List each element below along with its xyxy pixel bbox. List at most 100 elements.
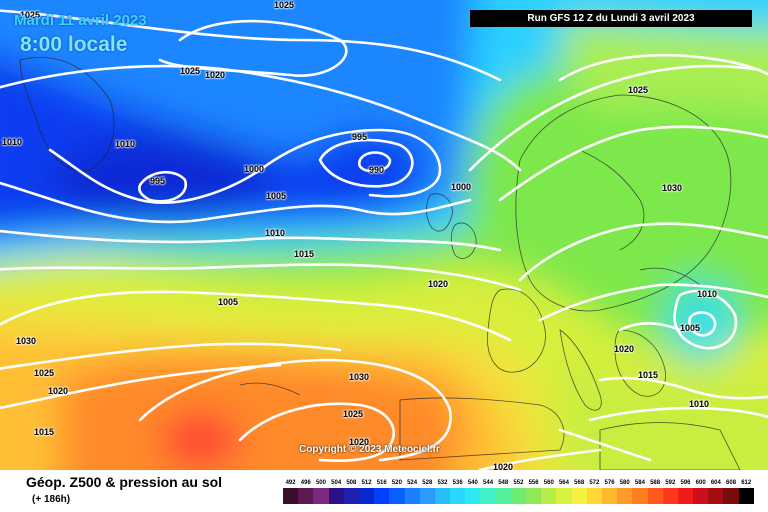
isobar-label: 1015 [638, 370, 659, 380]
scale-label: 612 [741, 480, 752, 486]
scale-step: 556 [526, 479, 542, 504]
isobar-label: 1030 [662, 183, 683, 193]
map-canvas [0, 0, 768, 470]
scale-label: 540 [467, 480, 478, 486]
isobar-label: 1025 [274, 0, 295, 10]
scale-swatch [738, 488, 754, 504]
isobar-label: 995 [352, 132, 368, 142]
isobar-label: 1010 [697, 289, 718, 299]
isobar-label: 1020 [428, 279, 449, 289]
isobar-label: 1015 [294, 249, 315, 259]
scale-step: 544 [480, 479, 496, 504]
scale-swatch [723, 488, 739, 504]
isobar-label: 1025 [34, 368, 55, 378]
scale-swatch [313, 488, 329, 504]
scale-step: 592 [662, 479, 678, 504]
scale-swatch [495, 488, 511, 504]
scale-swatch [647, 488, 663, 504]
scale-label: 524 [407, 480, 418, 486]
scale-label: 552 [513, 480, 524, 486]
isobar-label: 1005 [680, 323, 701, 333]
isobar-label: 1025 [20, 10, 41, 20]
isobars [0, 9, 768, 470]
scale-step: 608 [723, 479, 739, 504]
scale-step: 536 [450, 479, 466, 504]
isobar-label: 1010 [689, 399, 710, 409]
isobar-label: 1025 [343, 409, 364, 419]
scale-step: 560 [541, 479, 557, 504]
scale-step: 540 [465, 479, 481, 504]
scale-label: 588 [650, 480, 661, 486]
weather-map: 1025 1025 1025 1020 1010 1010 995 995 990 1000 100… [0, 0, 768, 470]
scale-swatch [374, 488, 390, 504]
scale-swatch [343, 488, 359, 504]
isobar-label: 1020 [205, 70, 226, 80]
isobar-label: 1010 [2, 137, 23, 147]
run-info: Run GFS 12 Z du Lundi 3 avril 2023 [470, 10, 752, 27]
scale-swatch [465, 488, 481, 504]
isobar-label: 1025 [628, 85, 649, 95]
scale-step: 576 [601, 479, 618, 504]
legend-title: Géop. Z500 & pression au sol [26, 474, 223, 490]
scale-swatch [677, 488, 694, 504]
color-scale: 492 496 500 504 508 512 516 520 524 528 532 536 540 5… [283, 479, 754, 504]
isobar-label: 1020 [493, 462, 514, 470]
scale-label: 576 [604, 480, 615, 486]
scale-step: 580 [617, 479, 633, 504]
isobar-label: 995 [150, 176, 166, 186]
scale-swatch [480, 488, 496, 504]
scale-step: 504 [328, 479, 344, 504]
isobar-label: 1020 [349, 437, 370, 447]
scale-label: 532 [437, 480, 448, 486]
scale-swatch [404, 488, 420, 504]
scale-swatch [571, 488, 587, 504]
scale-label: 568 [574, 480, 585, 486]
scale-step: 604 [708, 479, 724, 504]
scale-label: 544 [483, 480, 494, 486]
scale-step: 492 [283, 479, 299, 504]
scale-swatch [541, 488, 557, 504]
scale-label: 496 [300, 480, 311, 486]
scale-label: 572 [589, 480, 600, 486]
scale-step: 496 [298, 479, 314, 504]
scale-swatch [693, 488, 709, 504]
scale-step: 532 [434, 479, 451, 504]
scale-swatch [601, 488, 618, 504]
isobar-label: 1020 [48, 386, 69, 396]
isobar-label: 1015 [34, 427, 55, 437]
isobar-label: 1010 [265, 228, 286, 238]
scale-step: 600 [693, 479, 709, 504]
scale-step: 564 [556, 479, 572, 504]
scale-label: 592 [665, 480, 676, 486]
copyright-text: Copyright © 2023 Meteociel.fr [299, 444, 440, 455]
scale-label: 600 [695, 480, 706, 486]
isobar-label: 1005 [218, 297, 239, 307]
scale-step: 528 [419, 479, 435, 504]
scale-step: 508 [343, 479, 359, 504]
isobar-label: 1005 [266, 191, 287, 201]
isobar-label: 1020 [614, 344, 635, 354]
scale-label: 492 [285, 480, 296, 486]
scale-step: 520 [389, 479, 405, 504]
scale-label: 560 [543, 480, 554, 486]
scale-swatch [434, 488, 451, 504]
scale-swatch [283, 488, 299, 504]
isobar-label: 1000 [244, 164, 265, 174]
scale-label: 596 [680, 480, 691, 486]
isobar-label: 1030 [16, 336, 37, 346]
forecast-time: 8:00 locale [20, 33, 128, 56]
scale-label: 604 [710, 480, 721, 486]
scale-label: 556 [528, 480, 539, 486]
scale-swatch [586, 488, 602, 504]
scale-label: 608 [726, 480, 737, 486]
scale-step: 500 [313, 479, 329, 504]
isobar-label: 1025 [180, 66, 201, 76]
scale-label: 528 [422, 480, 433, 486]
scale-step: 584 [632, 479, 648, 504]
scale-swatch [662, 488, 678, 504]
scale-label: 564 [558, 480, 569, 486]
scale-swatch [526, 488, 542, 504]
scale-swatch [708, 488, 724, 504]
scale-label: 504 [331, 480, 342, 486]
